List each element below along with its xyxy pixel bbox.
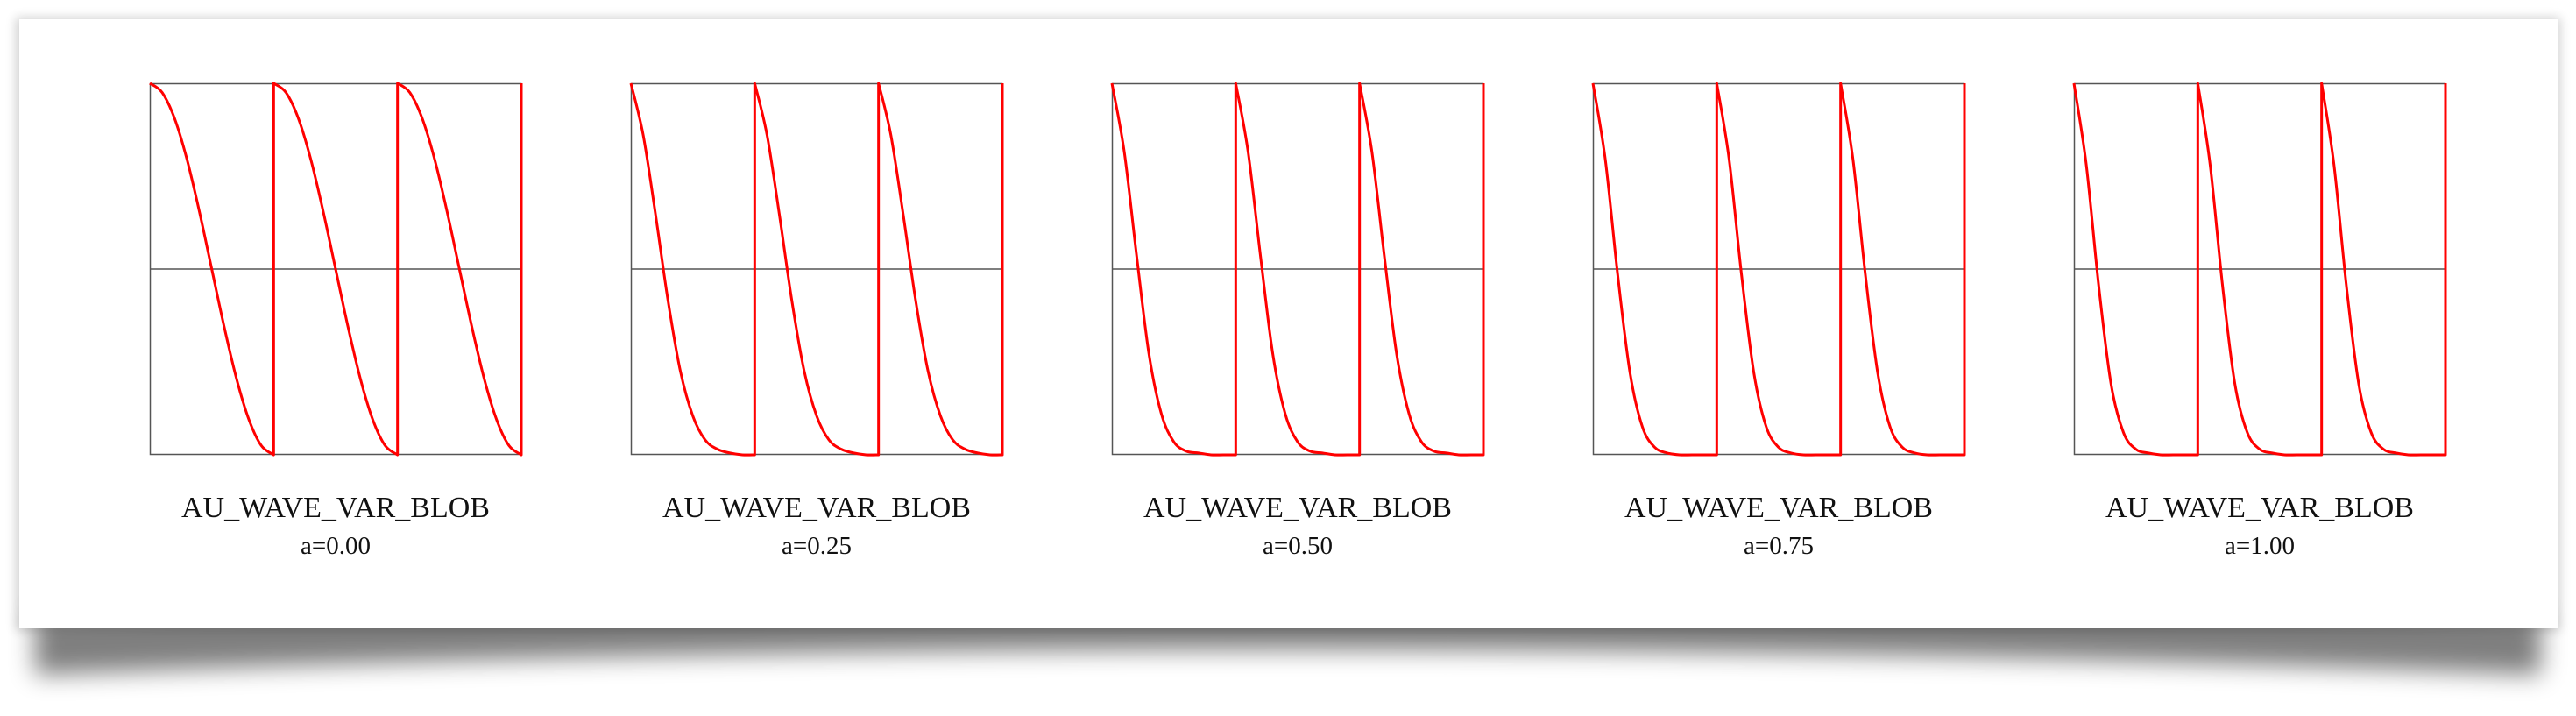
- chart-title: AU_WAVE_VAR_BLOB: [1143, 492, 1452, 524]
- chart-panel-1: AU_WAVE_VAR_BLOB a=0.25: [629, 82, 1004, 592]
- chart-subtitle: a=0.50: [1263, 532, 1333, 560]
- chart-title: AU_WAVE_VAR_BLOB: [1624, 492, 1933, 524]
- chart-subtitle: a=1.00: [2225, 532, 2295, 560]
- chart-title: AU_WAVE_VAR_BLOB: [180, 492, 490, 524]
- waveform-series-line: [1591, 82, 1966, 457]
- waveform-series-line: [149, 82, 523, 457]
- plot-area: [1591, 82, 1966, 457]
- plot-area: [629, 82, 1004, 457]
- plot-area: [2072, 82, 2447, 457]
- chart-title: AU_WAVE_VAR_BLOB: [662, 492, 971, 524]
- chart-title: AU_WAVE_VAR_BLOB: [2105, 492, 2414, 524]
- chart-panel-3: AU_WAVE_VAR_BLOB a=0.75: [1591, 82, 1966, 592]
- chart-panel-0: AU_WAVE_VAR_BLOB a=0.00: [149, 82, 523, 592]
- chart-subtitle: a=0.25: [782, 532, 852, 560]
- waveform-series-line: [2072, 82, 2447, 457]
- plot-area: [1110, 82, 1485, 457]
- chart-panel-4: AU_WAVE_VAR_BLOB a=1.00: [2072, 82, 2447, 592]
- chart-panel-2: AU_WAVE_VAR_BLOB a=0.50: [1110, 82, 1485, 592]
- waveform-series-line: [1110, 82, 1485, 457]
- plot-area: [149, 82, 523, 457]
- waveform-series-line: [629, 82, 1004, 457]
- chart-subtitle: a=0.75: [1744, 532, 1814, 560]
- figure-card: AU_WAVE_VAR_BLOB a=0.00 AU_WAVE_VAR_BLOB a=…: [19, 19, 2558, 628]
- chart-subtitle: a=0.00: [301, 532, 371, 560]
